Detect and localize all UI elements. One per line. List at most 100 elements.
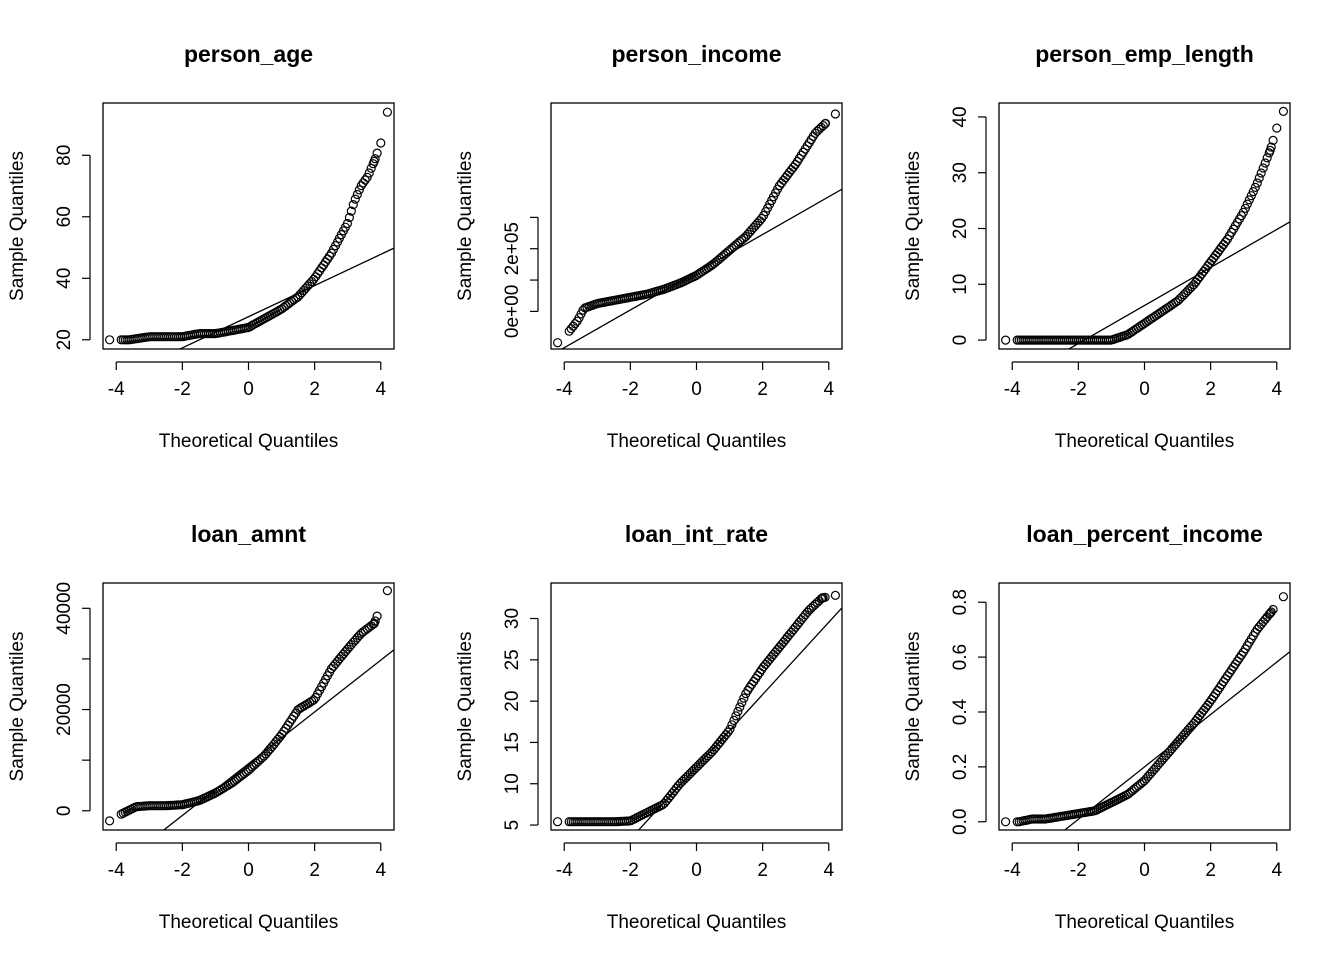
plot-frame bbox=[550, 102, 843, 350]
x-tick-label: -2 bbox=[622, 860, 639, 881]
x-tick-label: 0 bbox=[243, 379, 254, 400]
qq-point bbox=[346, 206, 356, 216]
x-tick-label: -2 bbox=[174, 379, 191, 400]
y-tick-label: 20 bbox=[54, 329, 75, 350]
qq-point bbox=[362, 172, 372, 182]
qq-point bbox=[1278, 592, 1289, 602]
qq-point bbox=[788, 162, 799, 172]
x-tick-label: 0 bbox=[691, 379, 702, 400]
qq-point bbox=[1262, 153, 1272, 163]
qq-point bbox=[780, 173, 791, 183]
x-tick-label: 2 bbox=[757, 379, 768, 400]
qq-point bbox=[1272, 123, 1282, 133]
qq-point bbox=[1214, 245, 1225, 255]
y-tick-label: 40000 bbox=[54, 582, 75, 635]
x-axis: -4 -2 0 2 4 bbox=[108, 842, 386, 881]
qq-points bbox=[1000, 106, 1289, 345]
qq-point bbox=[352, 189, 362, 200]
qq-point bbox=[737, 697, 747, 708]
x-tick-label: 2 bbox=[757, 860, 768, 881]
y-axis: 20 40 60 80 bbox=[54, 145, 91, 350]
y-axis-label: Sample Quantiles bbox=[7, 632, 28, 782]
qq-point bbox=[1216, 242, 1227, 252]
qq-point bbox=[1203, 700, 1213, 710]
y-tick-label: 2e+05 bbox=[502, 222, 523, 275]
qq-point bbox=[830, 109, 841, 119]
qq-point bbox=[1218, 240, 1229, 250]
panel-title: loan_amnt bbox=[191, 521, 306, 547]
qq-point bbox=[1000, 335, 1011, 345]
qq-point bbox=[786, 165, 797, 175]
x-tick-label: -2 bbox=[622, 379, 639, 400]
y-tick-label: 0 bbox=[54, 805, 75, 816]
x-axis: -4 -2 0 2 4 bbox=[556, 842, 834, 881]
qq-point bbox=[360, 175, 370, 185]
x-axis-label: Theoretical Quantiles bbox=[1055, 912, 1235, 933]
panel-title: person_age bbox=[184, 41, 313, 67]
qq-point bbox=[1265, 608, 1275, 618]
qq-point bbox=[382, 107, 392, 117]
qq-point bbox=[1242, 199, 1252, 209]
x-tick-label: 4 bbox=[375, 860, 386, 881]
plot-frame bbox=[998, 102, 1291, 350]
qq-panel: person_emp_length -4 -2 0 2 4 Theoretical Quan… bbox=[903, 41, 1291, 452]
x-axis: -4 -2 0 2 4 bbox=[1004, 361, 1282, 400]
y-axis-label: Sample Quantiles bbox=[903, 151, 924, 301]
y-axis-label: Sample Quantiles bbox=[455, 632, 476, 782]
y-tick-label: 80 bbox=[54, 145, 75, 166]
qq-point bbox=[1265, 145, 1275, 155]
y-tick-label: 25 bbox=[502, 649, 523, 670]
qq-point bbox=[729, 715, 739, 726]
panel-title: loan_percent_income bbox=[1026, 521, 1262, 547]
qq-panel: loan_amnt -4 -2 0 2 4 Theoretical Quantiles 0 20… bbox=[7, 521, 395, 933]
qq-point bbox=[344, 212, 354, 223]
qq-point bbox=[739, 693, 749, 703]
qq-point bbox=[1240, 203, 1251, 213]
y-tick-label: 20 bbox=[950, 218, 971, 239]
qq-point bbox=[776, 178, 787, 188]
x-tick-label: -4 bbox=[556, 860, 573, 881]
qq-point bbox=[1266, 607, 1276, 617]
x-axis: -4 -2 0 2 4 bbox=[1004, 842, 1282, 881]
qq-point bbox=[1193, 713, 1203, 723]
qq-point bbox=[723, 727, 733, 737]
plot-frame bbox=[102, 582, 395, 831]
x-tick-label: 2 bbox=[1205, 860, 1216, 881]
qq-point bbox=[784, 167, 795, 177]
qq-point bbox=[1197, 708, 1207, 718]
qq-point bbox=[552, 338, 563, 348]
qq-point bbox=[1000, 817, 1011, 827]
x-tick-label: -2 bbox=[174, 860, 191, 881]
qq-point bbox=[727, 720, 737, 730]
qq-point bbox=[733, 706, 743, 717]
x-tick-label: 4 bbox=[1271, 860, 1282, 881]
x-axis: -4 -2 0 2 4 bbox=[556, 361, 834, 400]
x-tick-label: 0 bbox=[1139, 379, 1150, 400]
qq-points bbox=[1000, 592, 1289, 827]
y-axis: 0 20000 40000 bbox=[54, 582, 91, 816]
y-tick-label: 30 bbox=[950, 162, 971, 183]
x-tick-label: 0 bbox=[1139, 860, 1150, 881]
y-axis-label: Sample Quantiles bbox=[455, 151, 476, 301]
x-tick-label: 0 bbox=[243, 860, 254, 881]
plot-frame bbox=[102, 102, 395, 350]
qq-point bbox=[552, 817, 563, 827]
qq-panel: loan_percent_income -4 -2 0 2 4 Theoretical Qu… bbox=[903, 521, 1291, 933]
y-tick-label: 0.0 bbox=[950, 809, 971, 835]
x-axis-label: Theoretical Quantiles bbox=[607, 431, 787, 452]
qq-point bbox=[372, 148, 382, 158]
qq-point bbox=[104, 335, 115, 345]
x-axis-label: Theoretical Quantiles bbox=[159, 431, 339, 452]
qq-panel: person_age -4 -2 0 2 4 Theoretical Quantiles 20… bbox=[7, 41, 395, 452]
qq-reference-line bbox=[1063, 651, 1290, 830]
x-tick-label: -2 bbox=[1070, 860, 1087, 881]
x-tick-label: 2 bbox=[309, 860, 320, 881]
qq-point bbox=[1195, 710, 1205, 721]
qq-reference-line bbox=[162, 649, 394, 830]
qq-reference-line bbox=[178, 247, 394, 349]
panel-title: loan_int_rate bbox=[625, 521, 768, 547]
x-tick-label: 4 bbox=[823, 860, 834, 881]
qq-point bbox=[820, 118, 831, 129]
x-tick-label: -4 bbox=[1004, 860, 1021, 881]
y-tick-label: 0.4 bbox=[950, 698, 971, 725]
